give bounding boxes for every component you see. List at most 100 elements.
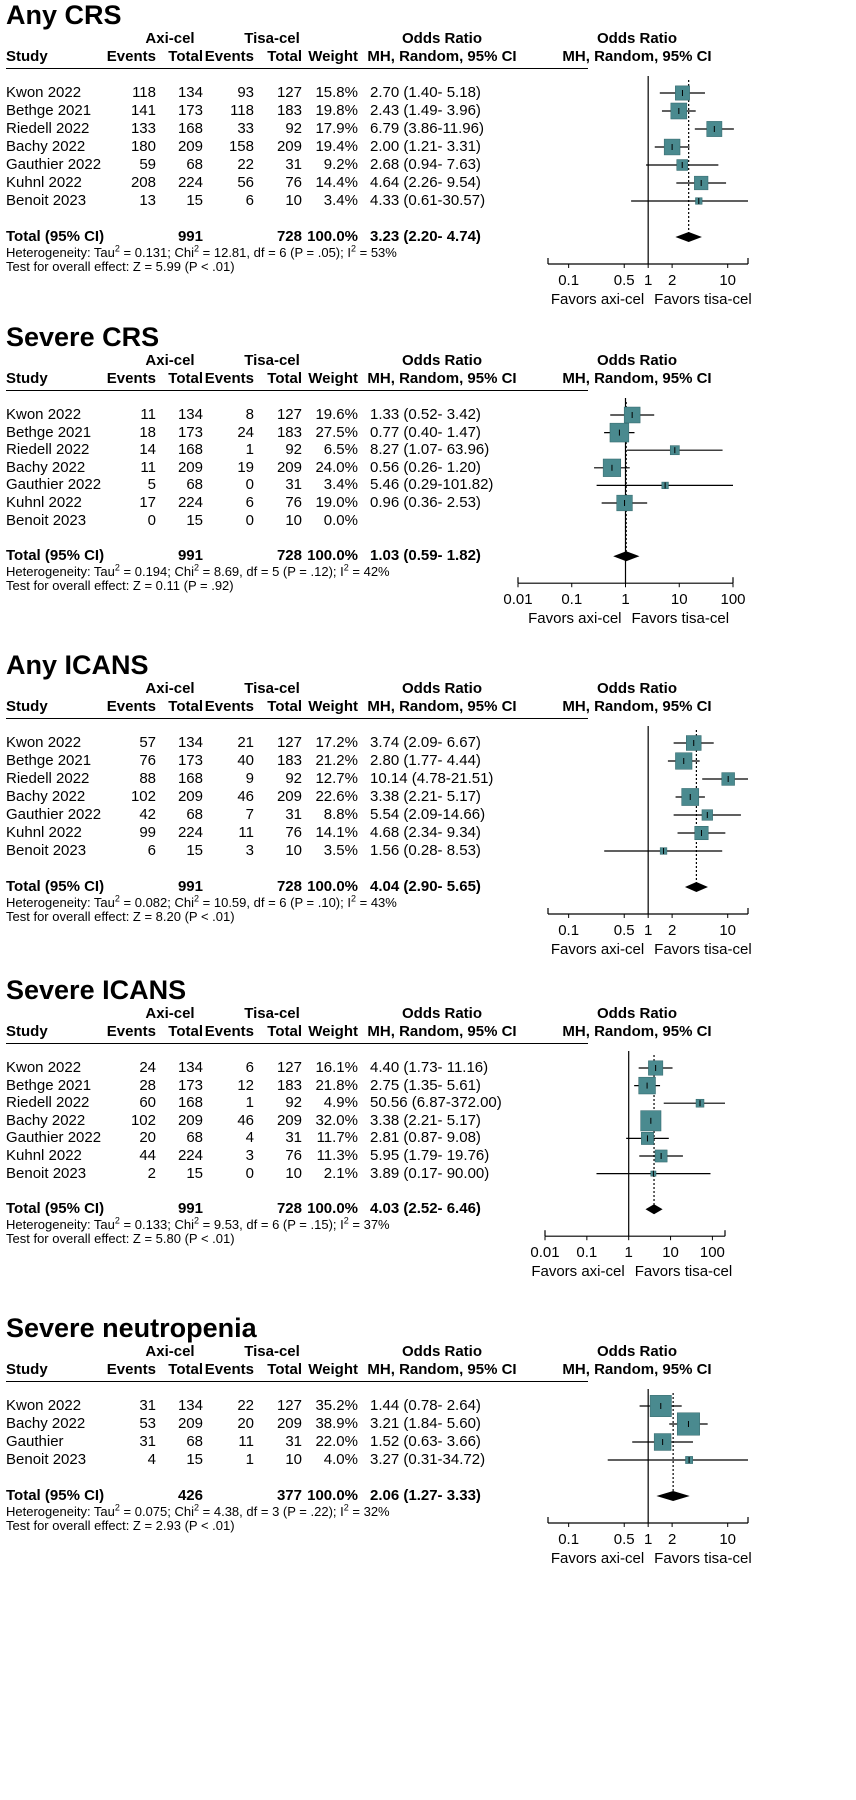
study-or-ci: 5.95 (1.79- 19.76) [370,1147,490,1164]
study-or-ci: 3.38 (2.21- 5.17) [370,1111,481,1129]
x-tick-label: 1 [644,922,653,939]
heterogeneity-value: 10.59 [213,895,247,910]
tisa-events: 0 [245,511,254,529]
tisa-total-header: Total [267,698,302,715]
tisa-total: 127 [276,84,302,101]
tisa-total: 183 [276,752,302,769]
tisa-cel-group-header: Tisa-cel [244,680,300,697]
heterogeneity-text: ; I [332,1217,344,1233]
x-tick-label: 10 [719,1531,737,1548]
heterogeneity-value: 6 [279,245,287,260]
heterogeneity-text: 2 [343,562,349,573]
tisa-events: 46 [237,1111,254,1129]
axi-events-header: Events [106,1023,156,1040]
axi-events: 14 [139,441,156,459]
tisa-events-header: Events [204,370,254,387]
tisa-total: 76 [285,174,302,191]
or-ci-header: MH, Random, 95% CI [367,48,517,65]
heterogeneity-value: 9.53 [213,1217,240,1233]
tisa-events-header: Events [204,48,254,65]
study-weight: 0.0% [323,511,358,529]
axi-total: 15 [186,1164,203,1182]
tisa-total: 127 [276,406,302,423]
study-name: Benoit 2023 [6,192,87,209]
tisa-total: 10 [285,192,302,209]
favors-axi-cel-label: Favors axi-cel [550,291,645,308]
study-name: Kwon 2022 [6,406,82,423]
study-weight: 12.7% [315,770,358,787]
total-or-ci: 3.23 (2.20- 4.74) [370,228,481,245]
plot-col-header-top: Odds Ratio [596,1343,677,1360]
tisa-events: 22 [237,156,254,173]
heterogeneity-text: 2 [350,243,356,254]
heterogeneity-text: ; I [332,564,344,580]
axi-total-header: Total [168,1361,203,1378]
header-rule [6,390,588,391]
or-ci-header: MH, Random, 95% CI [367,1023,517,1040]
study-or-ci: 2.81 (0.87- 9.08) [370,1129,481,1147]
x-tick-label: 0.5 [613,1531,635,1548]
favors-tisa-cel-label: Favors tisa-cel [631,610,730,628]
heterogeneity-text: , df = [239,1217,273,1233]
axi-events: 76 [139,752,156,769]
axi-events: 99 [139,824,156,841]
forest-panel: Severe ICANS Axi-cel Tisa-cel Odds Ratio Odd… [0,975,856,1305]
tisa-events: 93 [237,84,254,101]
plot-col-header-top: Odds Ratio [596,30,677,47]
tisa-total: 183 [276,423,302,441]
x-tick-label: 0.1 [558,922,580,939]
total-axi-n: 991 [177,1200,203,1218]
heterogeneity-value: 12.81 [213,245,247,260]
tisa-events: 3 [245,1147,254,1164]
study-weight: 15.8% [315,84,358,101]
study-weight: 22.0% [315,1433,358,1450]
tisa-total: 31 [285,1129,302,1147]
study-name: Benoit 2023 [6,1451,87,1468]
heterogeneity-line: Heterogeneity: Tau2 = 0.075; Chi2 = 4.38… [6,1503,390,1519]
tisa-events-header: Events [204,1361,254,1378]
heterogeneity-line: Heterogeneity: Tau2 = 0.133; Chi2 = 9.53… [6,1216,390,1233]
tisa-total: 209 [276,138,302,155]
tisa-total: 92 [285,1094,302,1112]
tisa-events-header: Events [204,698,254,715]
study-or-ci: 2.00 (1.21- 3.31) [370,138,481,155]
heterogeneity-line: Heterogeneity: Tau2 = 0.131; Chi2 = 12.8… [6,243,397,260]
tisa-total: 183 [276,102,302,119]
pooled-diamond [656,1491,690,1501]
tisa-total-header: Total [267,1023,302,1040]
total-tisa-n: 377 [276,1487,302,1504]
axi-events: 6 [147,842,156,859]
heterogeneity-text: ; I [340,245,351,260]
total-or-ci: 4.03 (2.52- 6.46) [370,1200,481,1218]
x-tick-label: 1 [621,591,630,609]
pooled-diamond [675,232,702,242]
study-name: Riedell 2022 [6,1094,90,1112]
study-or-ci: 3.74 (2.09- 6.67) [370,734,481,751]
forest-panel: Severe CRS Axi-cel Tisa-cel Odds Ratio Odds … [0,322,856,652]
tisa-events: 11 [238,1433,254,1450]
panel-title: Any CRS [6,0,122,30]
tisa-total: 209 [276,1415,302,1432]
header-rule [6,718,588,719]
study-name: Gauthier 2022 [6,806,102,823]
axi-total: 134 [177,1059,203,1076]
axi-events: 44 [139,1147,156,1164]
study-or-ci: 0.56 (0.26- 1.20) [370,458,481,476]
study-or-ci: 4.40 (1.73- 11.16) [370,1059,489,1076]
weight-header: Weight [308,1023,358,1040]
heterogeneity-text: = [356,895,371,910]
axi-total: 168 [177,441,203,459]
study-weight: 14.1% [315,824,358,841]
study-or-ci: 3.27 (0.31-34.72) [370,1451,486,1468]
axi-events: 31 [139,1433,156,1450]
x-tick-label: 0.1 [576,1244,598,1262]
heterogeneity-text: ; I [332,1504,344,1519]
axi-total: 224 [177,174,203,191]
x-tick-label: 2 [667,1531,677,1548]
heterogeneity-value: 4.38 [213,1504,240,1519]
study-or-ci: 1.44 (0.78- 2.64) [370,1397,481,1414]
axi-events: 17 [139,494,156,511]
study-name: Riedell 2022 [6,441,90,459]
pooled-diamond [684,882,708,892]
heterogeneity-value: (P = .12) [282,564,333,580]
